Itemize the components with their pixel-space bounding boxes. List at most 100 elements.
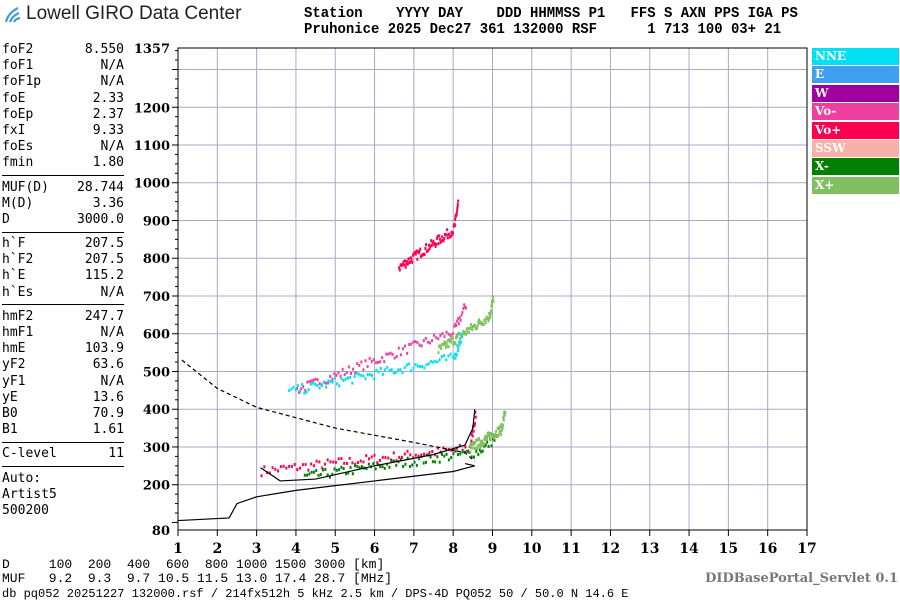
param-name: B0 — [2, 405, 18, 421]
echo-point — [404, 462, 407, 466]
echo-point — [416, 341, 419, 345]
param-value: 103.9 — [84, 341, 124, 357]
x-tick-label: 17 — [797, 541, 816, 557]
echo-point — [384, 368, 387, 372]
echo-point — [456, 446, 459, 450]
divider — [2, 441, 124, 443]
echo-point — [457, 199, 460, 203]
echo-point — [466, 450, 469, 454]
param-hmF2: hmF2 247.7 — [2, 309, 124, 325]
echo-point — [437, 351, 440, 355]
echo-point — [451, 336, 454, 340]
echo-point — [341, 367, 344, 371]
echo-point — [288, 389, 291, 393]
param-name: C-level — [2, 446, 57, 462]
param-name: foE — [2, 90, 26, 106]
echo-point — [304, 388, 307, 392]
legend-NNE: NNE — [812, 48, 899, 65]
echo-point — [447, 332, 450, 336]
param-value: 2.33 — [92, 90, 124, 106]
param-value: 207.5 — [84, 236, 124, 252]
echo-point — [347, 365, 350, 369]
echo-point — [433, 333, 436, 337]
echo-point — [310, 470, 313, 474]
y-tick-label: 400 — [143, 403, 170, 418]
echo-point — [360, 360, 363, 364]
echo-point — [334, 460, 337, 464]
echo-point — [457, 346, 460, 350]
echo-point — [343, 373, 346, 377]
echo-point — [487, 431, 490, 435]
echo-point — [446, 344, 449, 348]
echo-point — [484, 443, 487, 447]
echo-point — [379, 360, 382, 364]
echo-point — [493, 436, 496, 440]
echo-point — [329, 380, 332, 384]
echo-point — [316, 384, 319, 388]
y-tick-label: 1357 — [134, 42, 170, 57]
echo-point — [349, 371, 352, 375]
autoscale-l1: Auto: — [2, 470, 42, 486]
echo-point — [423, 252, 426, 256]
echo-point — [362, 368, 365, 372]
echo-point — [412, 340, 415, 344]
autoscale-l3: 500200 — [2, 502, 49, 518]
x-tick-label: 12 — [601, 541, 620, 557]
echo-point — [339, 374, 342, 378]
echo-point — [447, 458, 450, 462]
echo-point — [402, 464, 405, 468]
echo-point — [389, 351, 392, 355]
echo-point — [392, 371, 395, 375]
echo-point — [480, 450, 483, 454]
legend-SSW: SSW — [812, 139, 899, 157]
echo-point — [477, 452, 480, 456]
echo-point — [438, 237, 441, 241]
echo-point — [398, 455, 401, 459]
legend-W: W — [812, 84, 899, 102]
echo-point — [476, 444, 479, 448]
echo-point — [362, 460, 365, 464]
header-labels: Station YYYY DAY DDD HHMMSS P1 FFS S AXN… — [304, 5, 798, 22]
echo-point — [381, 356, 384, 360]
echo-point — [434, 460, 437, 464]
echo-point — [456, 205, 459, 209]
echo-point — [399, 353, 402, 357]
echo-point — [466, 326, 469, 330]
echo-point — [418, 249, 421, 253]
param-yF2: yF2 63.6 — [2, 357, 124, 373]
echo-point — [359, 459, 362, 463]
divider — [2, 231, 124, 233]
echo-point — [379, 366, 382, 370]
legend-X+: X+ — [812, 176, 899, 194]
echo-point — [290, 465, 293, 469]
echo-point — [362, 374, 365, 378]
echo-point — [328, 475, 331, 479]
param-fmin: fmin 1.80 — [2, 155, 124, 171]
echo-point — [492, 295, 495, 299]
echo-point — [354, 462, 357, 466]
echo-point — [475, 438, 478, 442]
echo-point — [390, 459, 393, 463]
plot-frame — [177, 47, 808, 531]
echo-point — [296, 384, 299, 388]
echo-point — [473, 423, 476, 427]
param-value: N/A — [100, 74, 124, 90]
echo-point — [450, 230, 453, 234]
echo-point — [451, 355, 454, 359]
echo-point — [357, 372, 360, 376]
echo-point — [425, 243, 428, 247]
param-value: 115.2 — [84, 268, 124, 284]
echo-point — [424, 336, 427, 340]
ionogram-plot: 1 2 3 4 5 6 7 8 9 10 11 12 13 14 15 16 17802003004005006… — [134, 42, 817, 557]
autoscale-l2: Artist5 — [2, 486, 57, 502]
param-name: M(D) — [2, 195, 34, 211]
echo-point — [457, 322, 460, 326]
servlet-label: DIDBasePortal_Servlet 0.1 — [705, 571, 898, 586]
param-name: D — [2, 211, 10, 227]
legend-E: E — [812, 66, 899, 84]
echo-point — [347, 471, 350, 475]
echo-point — [486, 316, 489, 320]
param-name: foF1 — [2, 58, 34, 74]
echo-point — [453, 223, 456, 227]
echo-point — [404, 344, 407, 348]
